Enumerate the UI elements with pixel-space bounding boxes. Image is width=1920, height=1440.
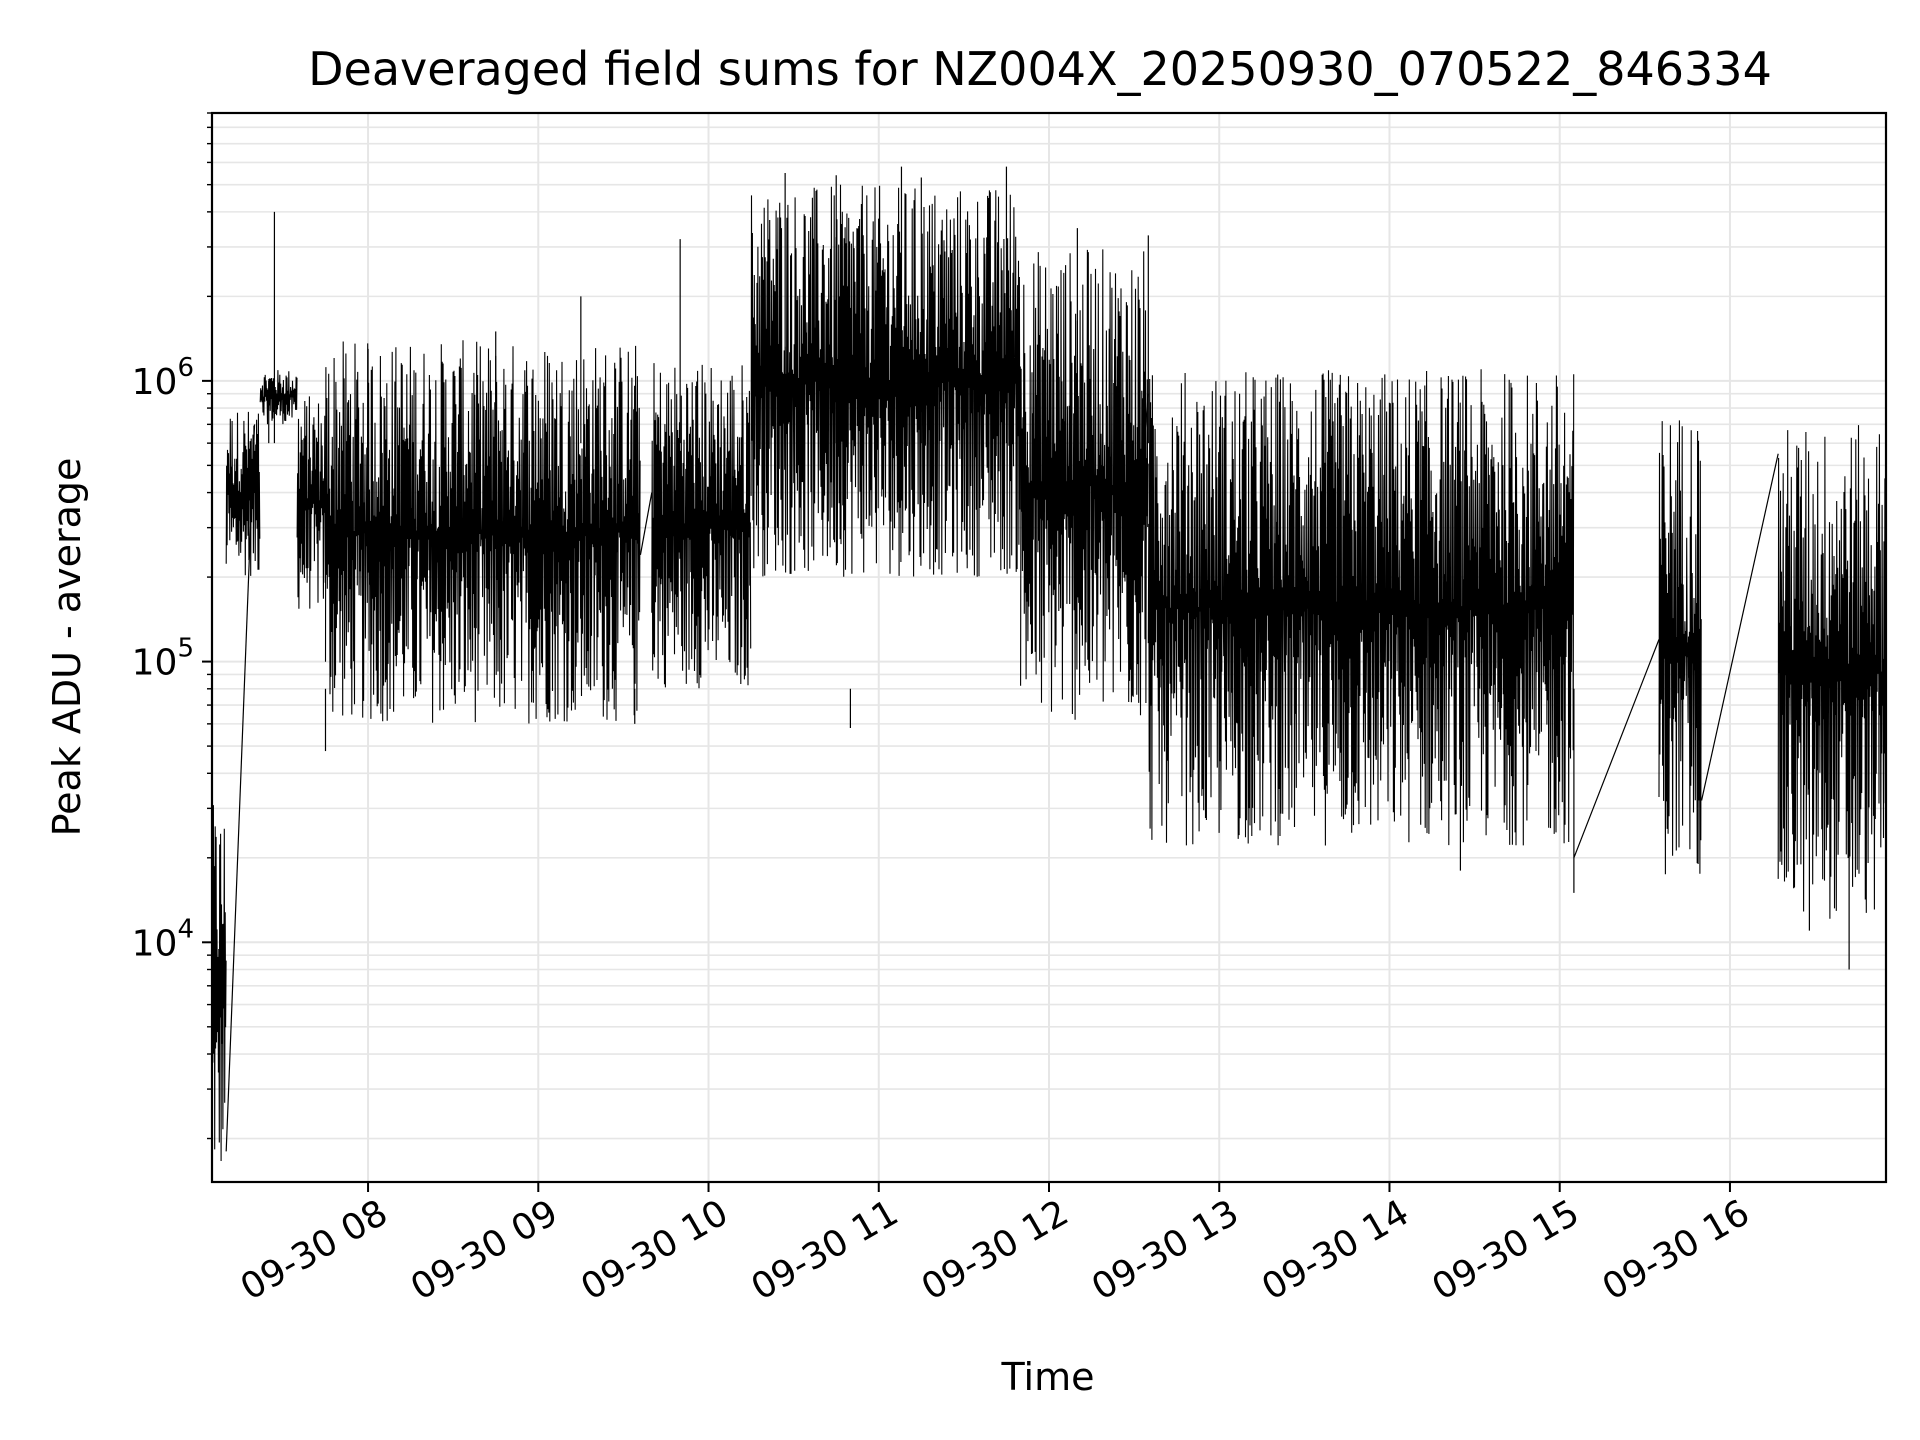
plot-area (212, 166, 1886, 1162)
series-line-segment (750, 184, 1021, 577)
x-tick-label: 09-30 12 (915, 1192, 1076, 1308)
series-line-bridge (225, 424, 256, 1152)
series-line-segment (296, 396, 326, 609)
x-tick-label: 09-30 15 (1426, 1192, 1587, 1308)
y-axis: 104 105 106 (132, 112, 212, 1140)
series-line-bridge (1700, 453, 1779, 801)
x-tick-label: 09-30 13 (1085, 1192, 1246, 1308)
chart-title: Deaveraged field sums for NZ004X_2025093… (308, 42, 1772, 96)
series-line-bridge (639, 492, 653, 555)
x-axis-label: Time (1001, 1355, 1095, 1399)
series-line-segment (1147, 369, 1575, 846)
series-line-segment (225, 411, 261, 576)
x-tick-label: 09-30 09 (404, 1192, 565, 1308)
y-tick-label: 105 (132, 634, 194, 684)
x-axis: 09-30 08 09-30 09 09-30 10 09-30 11 09-30 12… (234, 1182, 1757, 1309)
series-line-segment (1777, 425, 1886, 919)
x-tick-label: 09-30 16 (1596, 1192, 1757, 1308)
x-tick-label: 09-30 10 (574, 1192, 735, 1308)
x-tick-label: 09-30 14 (1255, 1192, 1416, 1308)
series-line-segment (212, 805, 227, 1162)
x-tick-label: 09-30 11 (745, 1192, 906, 1308)
series-line-bridge (1133, 393, 1149, 561)
y-axis-label: Peak ADU - average (45, 458, 89, 837)
series-line-bridge (1573, 639, 1660, 859)
x-tick-label: 09-30 08 (234, 1192, 395, 1308)
series-line-segment (1020, 249, 1149, 720)
y-tick-label: 106 (132, 353, 194, 403)
series-line-segment (324, 340, 641, 724)
series-line-segment (651, 363, 752, 689)
series-line-segment (259, 370, 298, 425)
grid-lines (212, 112, 1886, 1182)
y-tick-label: 104 (132, 914, 194, 964)
series-line-segment (1658, 420, 1702, 875)
